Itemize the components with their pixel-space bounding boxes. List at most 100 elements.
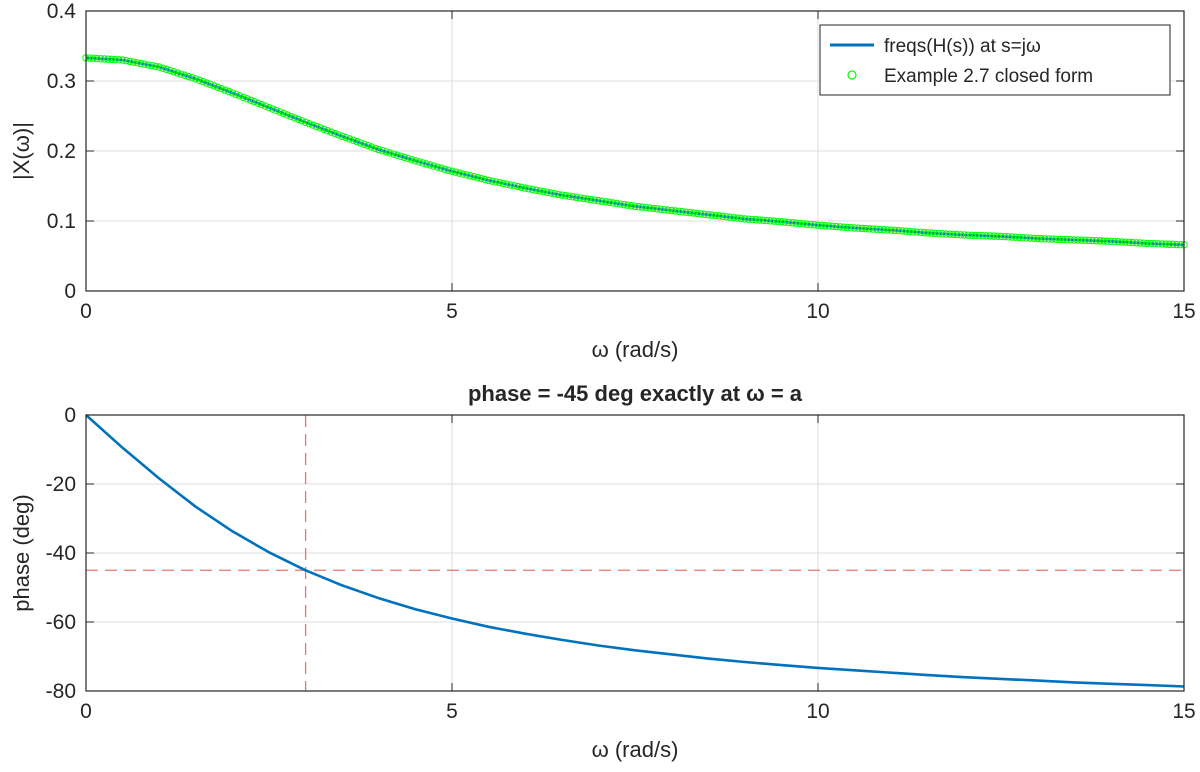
data-point: [481, 175, 489, 184]
data-point: [839, 223, 848, 231]
data-point: [997, 232, 1005, 241]
data-point: [159, 64, 167, 72]
data-point: [521, 184, 529, 192]
data-point: [1169, 240, 1177, 249]
data-point: [419, 159, 427, 167]
data-point: [210, 82, 218, 90]
data-point: [693, 209, 701, 218]
legend-marker-swatch: [847, 70, 857, 80]
data-point: [759, 216, 767, 225]
data-point: [953, 230, 961, 239]
data-point: [111, 55, 119, 64]
data-point: [1004, 233, 1013, 241]
y-tick-label: 0: [64, 280, 76, 303]
data-point: [993, 232, 1002, 240]
legend-entry: freqs(H(s)) at s=jω: [884, 36, 1041, 57]
data-point: [550, 190, 559, 198]
data-point: [301, 118, 310, 127]
data-point: [283, 111, 291, 119]
data-point: [964, 231, 972, 239]
data-point: [247, 96, 255, 104]
data-point: [1070, 236, 1078, 244]
data-point: [1037, 234, 1045, 243]
data-point: [1000, 232, 1009, 241]
data-point: [188, 74, 196, 82]
data-point: [499, 179, 507, 188]
y-axis-label: |X(ω)|: [9, 122, 34, 180]
x-axis-label: ω (rad/s): [592, 337, 679, 362]
data-point: [733, 214, 742, 222]
y-tick-label: 0.4: [47, 0, 77, 23]
data-point: [214, 83, 222, 92]
series-line: [85, 414, 1185, 688]
data-point: [576, 194, 584, 202]
data-point: [334, 131, 343, 139]
y-tick-label: 0: [64, 404, 76, 427]
x-tick-label: 0: [80, 700, 92, 723]
data-point: [905, 227, 914, 236]
data-point: [532, 186, 540, 194]
data-point: [1158, 240, 1166, 248]
data-point: [960, 231, 969, 239]
data-point: [206, 80, 215, 89]
data-point: [484, 176, 493, 185]
data-point: [495, 179, 504, 187]
data-point: [426, 161, 434, 169]
data-point: [989, 232, 998, 240]
data-point: [671, 207, 679, 215]
data-point: [609, 199, 617, 207]
data-point: [883, 226, 892, 234]
data-point: [408, 155, 416, 164]
data-point: [580, 194, 588, 203]
legend-entry: Example 2.7 closed form: [884, 66, 1093, 87]
data-point: [239, 93, 248, 102]
data-point: [755, 216, 764, 224]
data-point: [799, 220, 808, 228]
data-point: [1121, 238, 1130, 246]
x-axis-label: ω (rad/s): [592, 737, 679, 762]
data-point: [634, 203, 643, 211]
data-point: [1055, 235, 1064, 244]
data-point: [847, 224, 855, 232]
data-point: [708, 211, 716, 219]
data-point: [803, 220, 811, 228]
data-point: [645, 204, 654, 212]
data-point: [470, 173, 478, 181]
data-point: [785, 218, 793, 227]
data-point: [561, 191, 570, 200]
data-point: [1019, 233, 1027, 242]
data-point: [1088, 236, 1097, 245]
data-point: [360, 140, 368, 148]
data-point: [1154, 240, 1163, 248]
data-point: [1063, 235, 1071, 244]
data-point: [737, 214, 745, 223]
data-point: [129, 58, 138, 66]
data-point: [558, 191, 566, 199]
data-point: [364, 141, 372, 150]
data-point: [821, 222, 830, 230]
data-point: [1147, 239, 1155, 248]
data-point: [763, 216, 771, 225]
data-point: [660, 205, 668, 214]
data-point: [371, 144, 379, 152]
data-point: [913, 228, 921, 236]
data-point: [1085, 236, 1093, 245]
data-point: [272, 106, 281, 115]
data-point: [287, 112, 295, 121]
data-point: [880, 225, 888, 234]
legend-box: [819, 24, 1171, 96]
y-tick-label: -60: [46, 611, 76, 634]
data-point: [415, 158, 423, 166]
data-point: [909, 228, 917, 236]
data-point: [774, 217, 782, 226]
data-point: [598, 197, 606, 205]
data-point: [1044, 235, 1053, 243]
y-tick-label: 0.1: [47, 210, 76, 233]
data-point: [817, 221, 826, 230]
data-point: [975, 231, 983, 240]
data-point: [869, 225, 877, 233]
data-point: [1052, 235, 1060, 243]
data-point: [700, 210, 709, 218]
data-point: [100, 55, 109, 63]
